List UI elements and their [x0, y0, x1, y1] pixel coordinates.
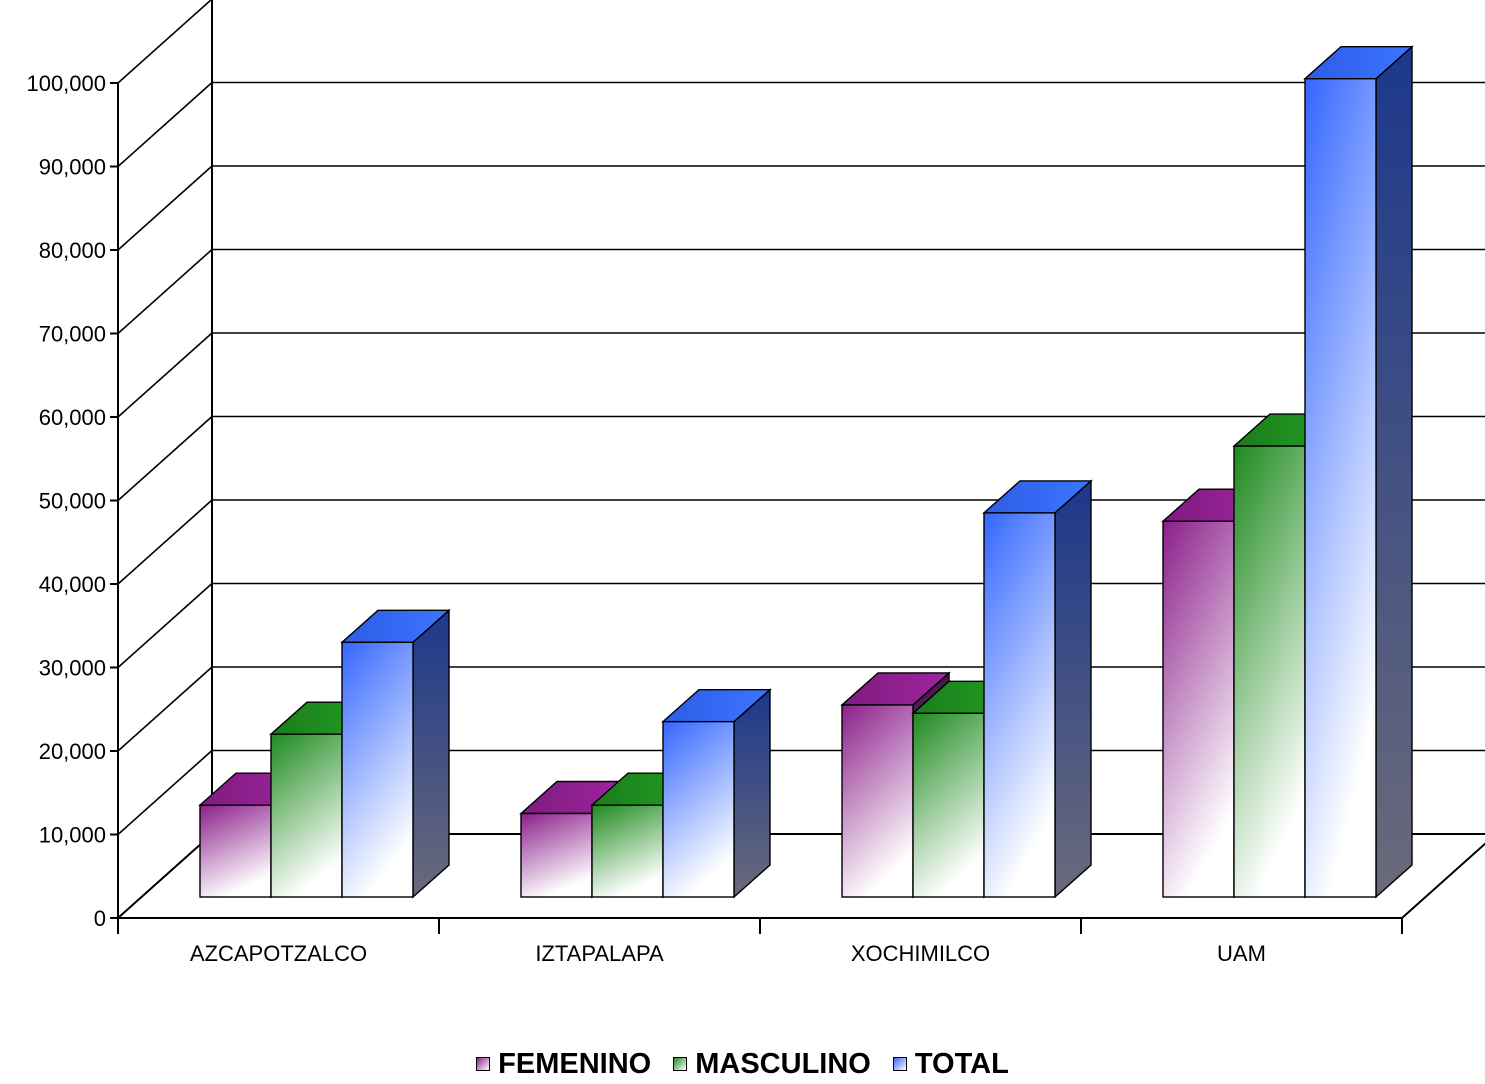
- y-tick-label: 90,000: [39, 155, 106, 180]
- y-tick-label: 40,000: [39, 572, 106, 597]
- legend-label-masculino: MASCULINO: [695, 1047, 871, 1080]
- y-tick-label: 70,000: [39, 322, 106, 347]
- legend-label-femenino: FEMENINO: [498, 1047, 652, 1080]
- y-axis: 0 10,000 20,000 30,000 40,000 50,000 60,000 70,…: [26, 71, 118, 931]
- legend: FEMENINO MASCULINO TOTAL: [0, 1044, 1485, 1084]
- gridline-side: [117, 582, 213, 669]
- y-tick-label: 10,000: [39, 823, 106, 848]
- legend-item-total: TOTAL: [892, 1047, 1009, 1081]
- gridline-side: [117, 415, 213, 502]
- gridline-side: [117, 0, 213, 84]
- bar-azcapotzalco-total: [340, 608, 451, 899]
- gridline-side: [117, 248, 213, 335]
- gridline-side: [117, 165, 213, 251]
- x-tick-label-uam: UAM: [1217, 941, 1266, 966]
- gridline-side: [117, 749, 213, 836]
- bar-uam-total: [1303, 45, 1414, 899]
- legend-item-femenino: FEMENINO: [476, 1048, 651, 1081]
- bar-iztapalapa-total: [661, 688, 772, 899]
- x-tick-label-xochimilco: XOCHIMILCO: [851, 941, 990, 966]
- legend-swatch-femenino: [476, 1057, 491, 1071]
- y-tick-label: 20,000: [39, 739, 106, 764]
- y-tick-label: 0: [94, 906, 106, 931]
- legend-label-total: TOTAL: [914, 1047, 1009, 1080]
- x-axis: AZCAPOTZALCO IZTAPALAPA XOCHIMILCO UAM: [117, 918, 1403, 966]
- x-tick-label-azcapotzalco: AZCAPOTZALCO: [190, 941, 367, 966]
- y-tick-label: 50,000: [39, 489, 106, 514]
- gridline-side: [117, 666, 213, 752]
- gridline-side: [117, 332, 213, 418]
- y-tick-label: 60,000: [39, 405, 106, 430]
- legend-swatch-masculino: [673, 1057, 688, 1071]
- y-tick-label: 80,000: [39, 238, 106, 263]
- bar-xochimilco-total: [982, 479, 1093, 899]
- gridline-side: [117, 499, 213, 585]
- legend-item-masculino: MASCULINO: [673, 1048, 871, 1081]
- gridline-side: [117, 81, 213, 168]
- y-tick-label: 30,000: [39, 656, 106, 681]
- x-tick-label-iztapalapa: IZTAPALAPA: [535, 941, 664, 966]
- gridline-side: [117, 833, 213, 919]
- y-tick-label: 100,000: [26, 71, 106, 96]
- bars: [198, 45, 1414, 899]
- bar-chart-3d: 0 10,000 20,000 30,000 40,000 50,000 60,000 70,…: [26, 0, 1485, 966]
- legend-swatch-total: [892, 1057, 907, 1071]
